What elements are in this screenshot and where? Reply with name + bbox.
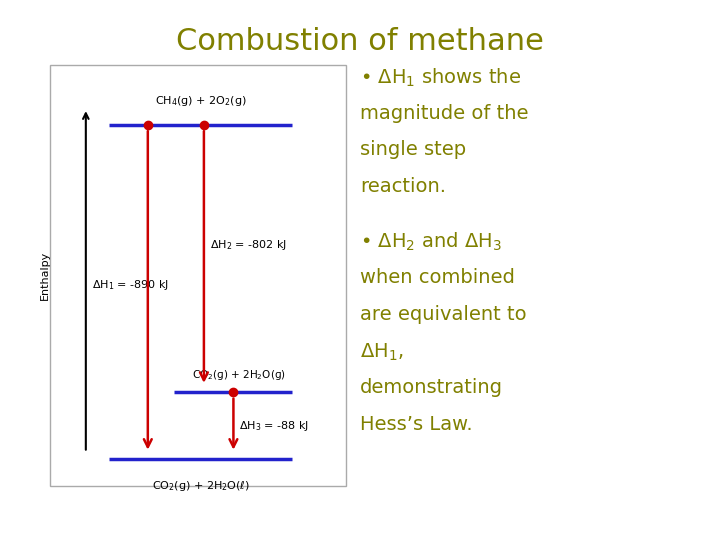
Text: CO$_2$(ɡ) + 2H$_2$O(ɡ): CO$_2$(ɡ) + 2H$_2$O(ɡ) xyxy=(192,368,286,382)
Text: when combined: when combined xyxy=(360,268,515,287)
Text: Hess’s Law.: Hess’s Law. xyxy=(360,415,472,434)
Text: ΔH$_3$ = -88 kJ: ΔH$_3$ = -88 kJ xyxy=(239,419,310,433)
Text: • $\mathregular{\Delta}$H$_2$ and $\mathregular{\Delta}$H$_3$: • $\mathregular{\Delta}$H$_2$ and $\math… xyxy=(360,231,502,253)
Text: are equivalent to: are equivalent to xyxy=(360,305,526,323)
Text: magnitude of the: magnitude of the xyxy=(360,104,528,123)
Text: Combustion of methane: Combustion of methane xyxy=(176,27,544,56)
Text: demonstrating: demonstrating xyxy=(360,378,503,397)
Text: $\mathregular{\Delta}$H$_1$,: $\mathregular{\Delta}$H$_1$, xyxy=(360,341,404,362)
Text: CH$_4$(ɡ) + 2O$_2$(ɡ): CH$_4$(ɡ) + 2O$_2$(ɡ) xyxy=(155,94,247,108)
Text: single step: single step xyxy=(360,140,466,159)
Text: CO$_2$(ɡ) + 2H$_2$O(ℓ): CO$_2$(ɡ) + 2H$_2$O(ℓ) xyxy=(152,478,250,492)
Text: Enthalpy: Enthalpy xyxy=(40,251,50,300)
Text: ΔH$_1$ = -890 kJ: ΔH$_1$ = -890 kJ xyxy=(91,279,169,293)
Text: • $\mathregular{\Delta}$H$_1$ shows the: • $\mathregular{\Delta}$H$_1$ shows the xyxy=(360,67,521,89)
Text: reaction.: reaction. xyxy=(360,177,446,196)
Text: ΔH$_2$ = -802 kJ: ΔH$_2$ = -802 kJ xyxy=(210,238,287,252)
